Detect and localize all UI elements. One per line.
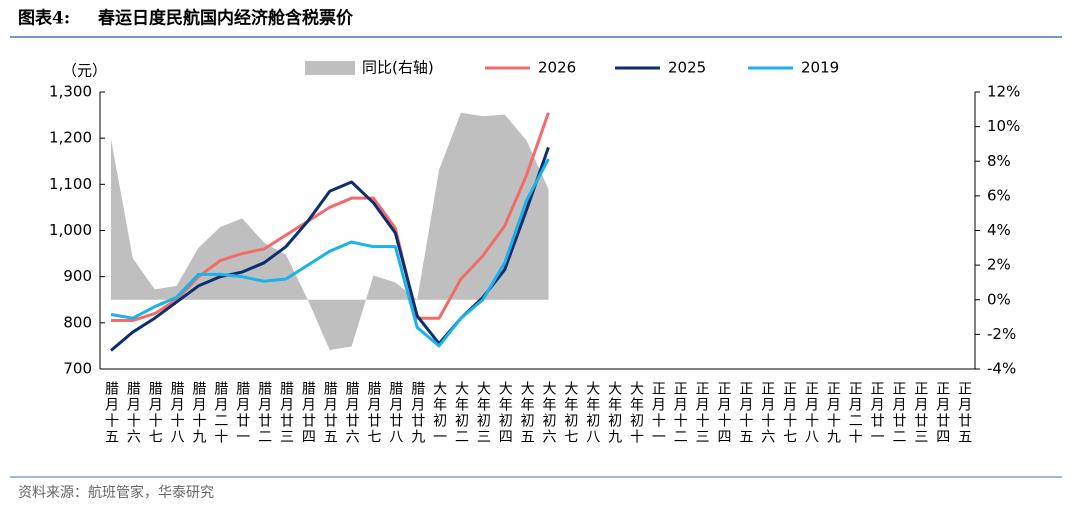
area — [110, 112, 549, 350]
x-tick-label: 腊月廿一 — [234, 381, 250, 445]
x-tick-label: 大年初一 — [431, 381, 447, 445]
y2-tick-label: 8% — [987, 152, 1011, 170]
x-tick-label: 正月廿四 — [934, 381, 950, 445]
x-tick-label: 腊月廿二 — [256, 381, 272, 445]
x-tick-label: 正月十一 — [650, 381, 666, 445]
x-tick-label: 腊月廿七 — [365, 381, 381, 445]
x-tick-label: 腊月十八 — [169, 381, 185, 445]
x-tick-label: 大年初三 — [475, 381, 491, 445]
line — [110, 158, 550, 348]
x-tick-label: 腊月廿三 — [278, 381, 294, 445]
x-tick-label: 正月十四 — [715, 381, 731, 445]
y2-tick-label: -4% — [987, 360, 1016, 378]
legend-label: 2025 — [668, 59, 706, 77]
y-tick-label: 1,300 — [49, 83, 92, 101]
x-tick-label: 腊月十九 — [190, 381, 206, 445]
x-tick-label: 腊月廿八 — [387, 381, 403, 445]
x-tick-label: 正月十七 — [781, 381, 797, 445]
x-tick-label: 大年初九 — [606, 381, 622, 445]
x-tick-label: 正月廿一 — [869, 381, 885, 445]
x-tick-label: 大年初五 — [519, 381, 535, 445]
legend-label: 2019 — [801, 59, 839, 77]
y-axis-label: （元） — [62, 62, 107, 80]
source: 资料来源：航班管家，华泰研究 — [18, 484, 214, 501]
title-label: 图表4: — [18, 8, 70, 29]
y2-tick-label: -2% — [987, 325, 1016, 343]
x-tick-label: 大年初四 — [497, 381, 513, 445]
y-tick-label: 1,200 — [49, 129, 92, 147]
y-tick-label: 800 — [63, 313, 92, 331]
x-tick-label: 正月二十 — [847, 381, 863, 445]
y-tick-label: 700 — [63, 360, 92, 378]
x-tick-label: 正月十三 — [694, 381, 710, 445]
x-tick-label: 正月十八 — [803, 381, 819, 445]
legend-label: 2026 — [538, 59, 576, 77]
x-tick-label: 腊月廿六 — [344, 381, 360, 445]
x-tick-label: 正月廿五 — [956, 381, 972, 445]
y-tick-label: 1,100 — [49, 175, 92, 193]
y-tick-label: 900 — [63, 267, 92, 285]
x-tick-label: 大年初八 — [584, 381, 600, 445]
y2-tick-label: 12% — [987, 83, 1020, 101]
x-tick-label: 正月十九 — [825, 381, 841, 445]
x-tick-label: 正月十二 — [672, 381, 688, 445]
x-tick-label: 腊月廿九 — [409, 381, 425, 445]
y2-tick-label: 0% — [987, 290, 1011, 308]
x-tick-label: 腊月十五 — [103, 381, 119, 445]
chart-title: 春运日度民航国内经济舱含税票价 — [98, 8, 354, 29]
legend-label: 同比(右轴) — [362, 59, 434, 77]
y2-tick-label: 4% — [987, 221, 1011, 239]
x-tick-label: 正月十五 — [737, 381, 753, 445]
x-tick-label: 大年初二 — [453, 381, 469, 445]
line — [110, 112, 550, 323]
x-tick-label: 大年初十 — [628, 381, 644, 445]
x-tick-label: 正月廿三 — [912, 381, 928, 445]
x-tick-label: 腊月廿四 — [300, 381, 316, 445]
x-tick-label: 大年初七 — [562, 381, 578, 445]
y2-tick-label: 10% — [987, 117, 1020, 135]
y2-tick-label: 2% — [987, 256, 1011, 274]
legend-swatch — [305, 61, 355, 75]
x-tick-label: 腊月十七 — [147, 381, 163, 445]
x-tick-label: 腊月二十 — [212, 381, 228, 445]
x-tick-label: 正月十六 — [759, 381, 775, 445]
x-tick-label: 腊月廿五 — [322, 381, 338, 445]
y2-tick-label: 6% — [987, 186, 1011, 204]
x-tick-label: 正月廿二 — [890, 381, 906, 445]
x-tick-label: 腊月十六 — [125, 381, 141, 445]
x-tick-label: 大年初六 — [540, 381, 556, 445]
y-tick-label: 1,000 — [49, 221, 92, 239]
